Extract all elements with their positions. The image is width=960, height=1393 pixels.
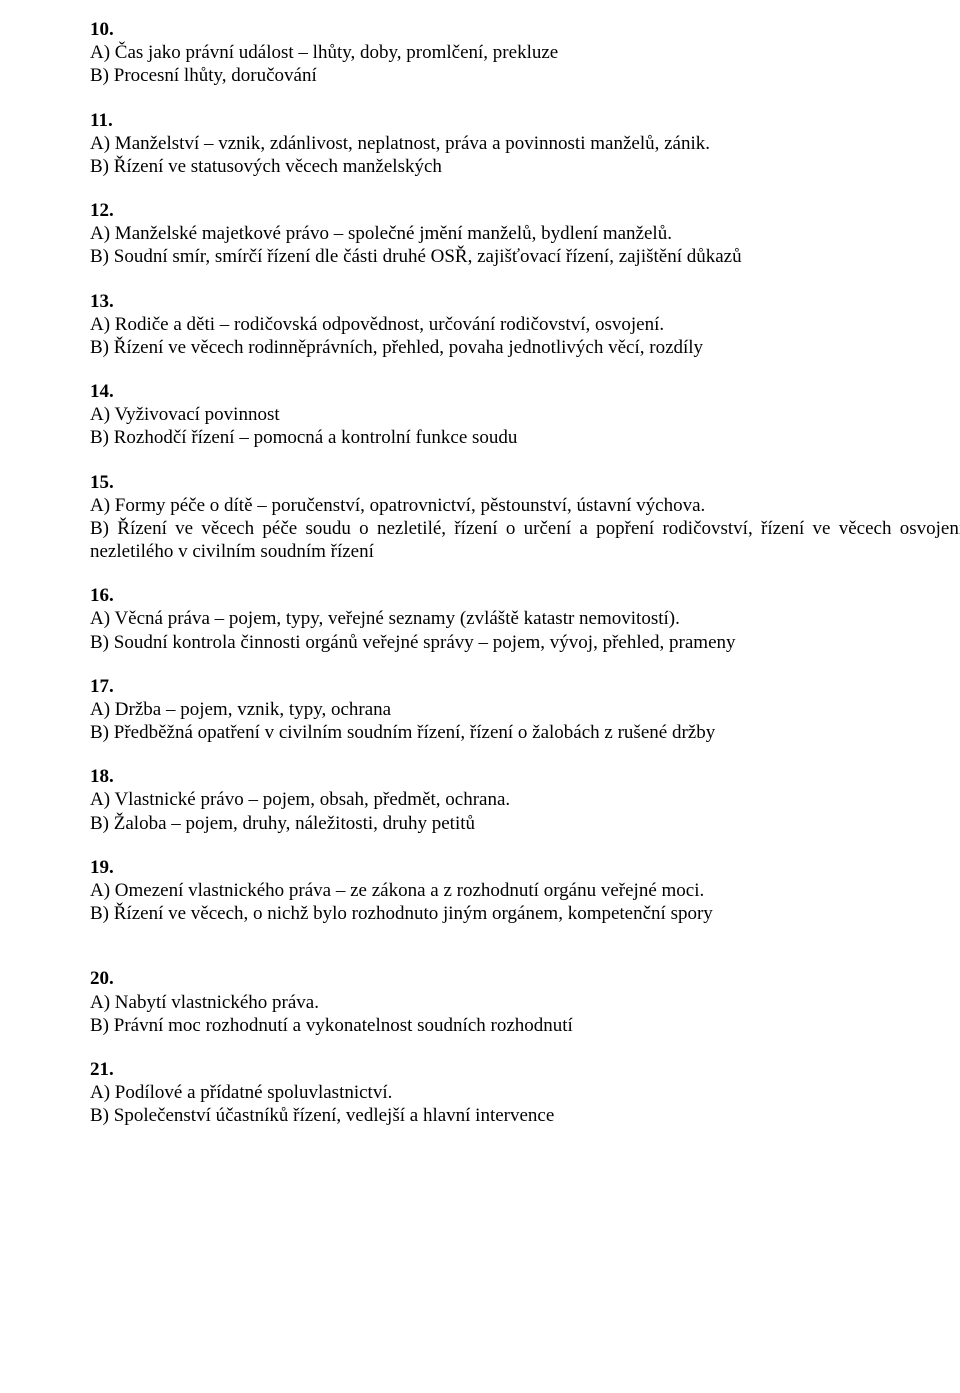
list-item: 18.A) Vlastnické právo – pojem, obsah, p…	[90, 765, 960, 835]
item-option-b: B) Řízení ve věcech péče soudu o nezleti…	[90, 517, 960, 563]
document-body: 10.A) Čas jako právní událost – lhůty, d…	[90, 18, 960, 1127]
item-option-a: A) Omezení vlastnického práva – ze zákon…	[90, 879, 960, 902]
item-option-b: B) Řízení ve věcech, o nichž bylo rozhod…	[90, 902, 960, 925]
item-option-b: B) Právní moc rozhodnutí a vykonatelnost…	[90, 1014, 960, 1037]
item-option-b: B) Společenství účastníků řízení, vedlej…	[90, 1104, 960, 1127]
item-option-b: B) Řízení ve věcech rodinněprávních, pře…	[90, 336, 960, 359]
list-item: 10.A) Čas jako právní událost – lhůty, d…	[90, 18, 960, 88]
list-item: 17.A) Držba – pojem, vznik, typy, ochran…	[90, 675, 960, 745]
item-option-b: B) Soudní smír, smírčí řízení dle části …	[90, 245, 960, 268]
item-option-b: B) Předběžná opatření v civilním soudním…	[90, 721, 960, 744]
list-item: 11.A) Manželství – vznik, zdánlivost, ne…	[90, 109, 960, 179]
item-number: 21.	[90, 1058, 960, 1081]
item-option-a: A) Rodiče a děti – rodičovská odpovědnos…	[90, 313, 960, 336]
item-option-b: B) Procesní lhůty, doručování	[90, 64, 960, 87]
item-option-a: A) Manželství – vznik, zdánlivost, nepla…	[90, 132, 960, 155]
item-option-b: B) Řízení ve statusových věcech manželsk…	[90, 155, 960, 178]
item-option-a: A) Věcná práva – pojem, typy, veřejné se…	[90, 607, 960, 630]
list-item: 20.A) Nabytí vlastnického práva.B) Právn…	[90, 967, 960, 1037]
item-number: 17.	[90, 675, 960, 698]
list-item: 16.A) Věcná práva – pojem, typy, veřejné…	[90, 584, 960, 654]
item-number: 15.	[90, 471, 960, 494]
item-number: 18.	[90, 765, 960, 788]
item-number: 20.	[90, 967, 960, 990]
item-number: 13.	[90, 290, 960, 313]
item-option-a: A) Čas jako právní událost – lhůty, doby…	[90, 41, 960, 64]
item-option-a: A) Vlastnické právo – pojem, obsah, před…	[90, 788, 960, 811]
list-item: 13.A) Rodiče a děti – rodičovská odpověd…	[90, 290, 960, 360]
item-number: 14.	[90, 380, 960, 403]
item-option-a: A) Formy péče o dítě – poručenství, opat…	[90, 494, 960, 517]
list-item: 19.A) Omezení vlastnického práva – ze zá…	[90, 856, 960, 926]
item-option-b: B) Rozhodčí řízení – pomocná a kontrolní…	[90, 426, 960, 449]
item-option-a: A) Držba – pojem, vznik, typy, ochrana	[90, 698, 960, 721]
list-item: 15.A) Formy péče o dítě – poručenství, o…	[90, 471, 960, 564]
item-number: 11.	[90, 109, 960, 132]
item-option-b: B) Soudní kontrola činnosti orgánů veřej…	[90, 631, 960, 654]
item-number: 12.	[90, 199, 960, 222]
item-option-a: A) Podílové a přídatné spoluvlastnictví.	[90, 1081, 960, 1104]
list-item: 14.A) Vyživovací povinnostB) Rozhodčí ří…	[90, 380, 960, 450]
list-item: 12.A) Manželské majetkové právo – společ…	[90, 199, 960, 269]
list-item: 21.A) Podílové a přídatné spoluvlastnict…	[90, 1058, 960, 1128]
item-number: 10.	[90, 18, 960, 41]
item-option-a: A) Manželské majetkové právo – společné …	[90, 222, 960, 245]
item-number: 16.	[90, 584, 960, 607]
item-option-a: A) Vyživovací povinnost	[90, 403, 960, 426]
item-option-a: A) Nabytí vlastnického práva.	[90, 991, 960, 1014]
item-number: 19.	[90, 856, 960, 879]
item-option-b: B) Žaloba – pojem, druhy, náležitosti, d…	[90, 812, 960, 835]
